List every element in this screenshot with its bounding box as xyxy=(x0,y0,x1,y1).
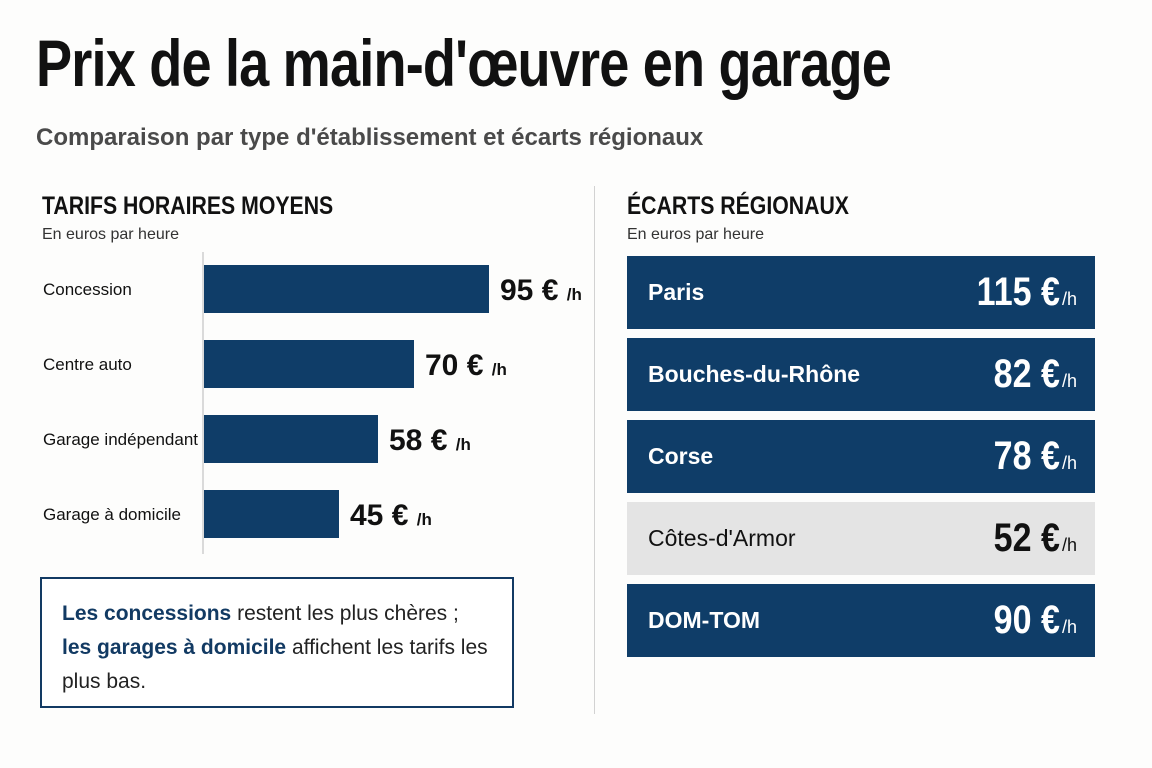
region-price: 78 €/h xyxy=(982,434,1077,479)
region-value: 52 € xyxy=(993,516,1060,560)
bar xyxy=(204,415,378,463)
bar-category-label: Garage à domicile xyxy=(43,505,181,524)
bar-category-label: Centre auto xyxy=(43,355,132,374)
bar-value-unit: /h xyxy=(567,285,582,304)
region-unit: /h xyxy=(1061,371,1077,391)
bar-value-label: 95 € /h xyxy=(500,274,582,307)
region-unit: /h xyxy=(1061,617,1077,637)
bar-value-unit: /h xyxy=(456,435,471,454)
region-value: 82 € xyxy=(993,352,1060,396)
region-name: Paris xyxy=(648,279,705,305)
region-unit: /h xyxy=(1061,453,1077,473)
region-unit: /h xyxy=(1061,535,1077,555)
bar-category-label: Concession xyxy=(43,280,132,299)
region-value: 78 € xyxy=(993,434,1060,478)
region-price: 52 €/h xyxy=(982,516,1077,561)
bar-value-label: 58 € /h xyxy=(389,424,471,457)
page-subtitle: Comparaison par type d'établissement et … xyxy=(36,124,704,151)
hourly-rate-bar-chart: Concession 95 € /h Centre auto 70 € /h Garag… xyxy=(43,252,582,554)
region-row: Corse 78 €/h xyxy=(627,420,1095,493)
region-name: Corse xyxy=(648,443,714,469)
region-name: DOM-TOM xyxy=(648,607,761,633)
bar-value-unit: /h xyxy=(492,360,507,379)
region-price: 90 €/h xyxy=(982,598,1077,643)
bar-value-label: 70 € /h xyxy=(425,349,507,382)
summary-callout: Les concessions restent les plus chères … xyxy=(40,577,514,708)
region-row: Côtes-d'Armor 52 €/h xyxy=(627,502,1095,575)
bar xyxy=(204,490,339,538)
region-value: 90 € xyxy=(993,598,1060,642)
bar-value-unit: /h xyxy=(417,510,432,529)
region-value: 115 € xyxy=(976,270,1060,314)
regional-section-title: ÉCARTS RÉGIONAUX xyxy=(627,192,849,220)
region-row: Paris 115 €/h xyxy=(627,256,1095,329)
regional-price-table: Paris 115 €/h Bouches-du-Rhône 82 €/h Corse 7… xyxy=(627,256,1095,666)
bar-section-unit: En euros par heure xyxy=(42,226,179,243)
bar xyxy=(204,265,489,313)
callout-highlight-concessions: Les concessions xyxy=(62,602,232,625)
callout-text-2: affichent les tarifs les plus bas. xyxy=(62,636,488,693)
callout-text-1: restent les plus chères ; xyxy=(231,602,459,625)
region-name: Bouches-du-Rhône xyxy=(648,361,861,387)
regional-section-unit: En euros par heure xyxy=(627,226,764,243)
section-divider xyxy=(594,186,595,714)
bar-section-title: TARIFS HORAIRES MOYENS xyxy=(42,192,334,220)
region-row: DOM-TOM 90 €/h xyxy=(627,584,1095,657)
page-title: Prix de la main-d'œuvre en garage xyxy=(36,26,892,100)
region-price: 115 €/h xyxy=(962,270,1077,315)
bar-category-label: Garage indépendant xyxy=(43,430,198,449)
region-unit: /h xyxy=(1061,289,1077,309)
bar xyxy=(204,340,414,388)
region-name: Côtes-d'Armor xyxy=(648,525,796,551)
bar-value-label: 45 € /h xyxy=(350,499,432,532)
region-row: Bouches-du-Rhône 82 €/h xyxy=(627,338,1095,411)
region-price: 82 €/h xyxy=(982,352,1077,397)
callout-highlight-home-garages: les garages à domicile xyxy=(62,636,287,659)
